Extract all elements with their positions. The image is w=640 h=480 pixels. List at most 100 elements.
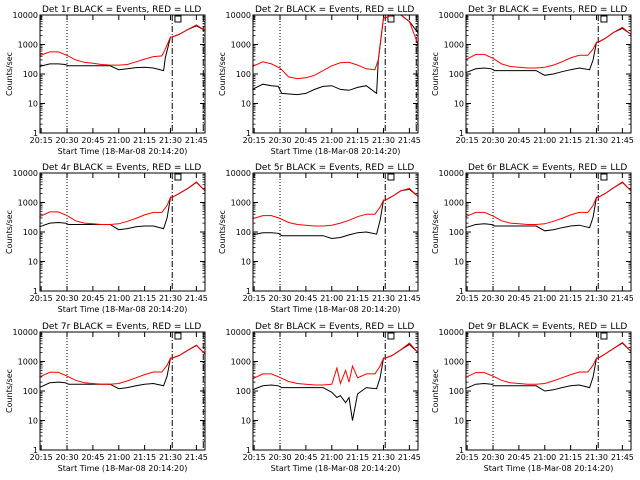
x-tick-label: 21:00 — [320, 136, 343, 145]
chart-panel: Det 3r BLACK = Events, RED = LLD Counts/s… — [431, 5, 634, 145]
y-tick-label: 1000 — [18, 199, 38, 208]
x-tick-label: 21:00 — [107, 294, 130, 303]
y-tick-label: 10000 — [439, 169, 464, 178]
x-tick-label: 20:30 — [55, 136, 78, 145]
y-tick-label: 1 — [246, 287, 251, 296]
y-tick-label: 100 — [449, 387, 464, 396]
event-marker-glyph — [600, 15, 608, 23]
x-tick-label: 20:45 — [294, 453, 317, 462]
plot-frame — [465, 14, 632, 134]
y-tick-label: 10 — [28, 417, 38, 426]
x-tick-label: 21:45 — [611, 294, 634, 303]
event-marker-glyph — [174, 173, 182, 181]
x-tick-label: 21:15 — [559, 136, 582, 145]
x-tick-label: 21:15 — [559, 453, 582, 462]
y-tick-label: 1 — [33, 446, 38, 455]
plot-frame — [39, 14, 206, 134]
x-tick-label: 20:30 — [481, 136, 504, 145]
x-axis-label: Start Time (18-Mar-08 20:14:20) — [58, 464, 188, 473]
events-series-line — [465, 181, 632, 232]
y-axis-label: Counts/sec — [218, 52, 227, 96]
y-tick-label: 10 — [241, 258, 251, 267]
x-tick-label: 21:15 — [133, 294, 156, 303]
y-tick-label: 1000 — [231, 358, 251, 367]
y-tick-label: 100 — [449, 228, 464, 237]
x-tick-label: 21:30 — [585, 136, 608, 145]
y-tick-label: 100 — [236, 387, 251, 396]
lld-series-line — [252, 14, 419, 80]
y-tick-label: 1000 — [18, 41, 38, 50]
events-series-line — [465, 27, 632, 76]
x-tick-label: 21:30 — [372, 294, 395, 303]
x-tick-label: 20:45 — [294, 294, 317, 303]
chart-title: Det 9r BLACK = Events, RED = LLD — [468, 322, 627, 332]
chart-panel: Det 4r BLACK = Events, RED = LLD Counts/s… — [5, 163, 208, 314]
chart-panel: Det 8r BLACK = Events, RED = LLD Start Ti… — [226, 322, 421, 473]
chart-title: Det 2r BLACK = Events, RED = LLD — [255, 5, 414, 15]
y-axis-label: Counts/sec — [431, 369, 440, 413]
x-axis-label: Start Time (18-Mar-08 20:14:20) — [58, 147, 188, 156]
chart-panel: Det 5r BLACK = Events, RED = LLD Counts/s… — [218, 163, 421, 314]
plot-frame — [465, 331, 632, 451]
x-tick-label: 21:45 — [185, 136, 208, 145]
y-tick-label: 10000 — [13, 11, 38, 20]
y-axis-label: Counts/sec — [431, 210, 440, 254]
y-axis-label: Counts/sec — [431, 52, 440, 96]
x-axis-label: Start Time (18-Mar-08 20:14:20) — [58, 305, 188, 314]
plot-frame — [39, 172, 206, 292]
x-tick-label: 21:45 — [611, 453, 634, 462]
x-axis-label: Start Time (18-Mar-08 20:14:20) — [271, 147, 401, 156]
chart-title: Det 8r BLACK = Events, RED = LLD — [255, 322, 414, 332]
y-tick-label: 1 — [459, 129, 464, 138]
events-series-line — [252, 14, 419, 96]
event-marker-glyph — [174, 332, 182, 340]
x-tick-label: 20:15 — [30, 453, 53, 462]
x-tick-label: 21:15 — [346, 453, 369, 462]
y-tick-label: 10000 — [226, 169, 251, 178]
plot-frame — [39, 331, 206, 451]
x-tick-label: 21:00 — [533, 453, 556, 462]
y-tick-label: 1 — [33, 287, 38, 296]
y-tick-label: 1 — [246, 129, 251, 138]
x-tick-label: 21:30 — [372, 136, 395, 145]
x-tick-label: 21:00 — [320, 294, 343, 303]
x-tick-label: 20:45 — [81, 294, 104, 303]
y-tick-label: 10 — [454, 417, 464, 426]
x-tick-label: 21:45 — [185, 453, 208, 462]
y-tick-label: 10 — [241, 100, 251, 109]
x-tick-label: 21:00 — [533, 294, 556, 303]
chart-title: Det 5r BLACK = Events, RED = LLD — [255, 163, 414, 173]
x-tick-label: 20:15 — [243, 294, 266, 303]
plot-frame — [252, 331, 419, 451]
x-tick-label: 20:45 — [294, 136, 317, 145]
x-tick-label: 21:15 — [133, 136, 156, 145]
y-tick-label: 100 — [236, 228, 251, 237]
x-tick-label: 21:00 — [107, 453, 130, 462]
y-axis-label: Counts/sec — [218, 210, 227, 254]
x-tick-label: 20:15 — [456, 136, 479, 145]
y-tick-label: 1000 — [444, 199, 464, 208]
x-tick-label: 20:15 — [30, 136, 53, 145]
x-tick-label: 21:30 — [372, 453, 395, 462]
plot-frame — [252, 14, 419, 134]
x-tick-label: 21:30 — [585, 294, 608, 303]
x-tick-label: 21:30 — [159, 453, 182, 462]
event-marker-glyph — [387, 173, 395, 181]
chart-panel: Det 1r BLACK = Events, RED = LLD Counts/s… — [5, 5, 208, 156]
y-tick-label: 100 — [23, 387, 38, 396]
x-tick-label: 21:45 — [611, 136, 634, 145]
x-tick-label: 21:00 — [533, 136, 556, 145]
y-tick-label: 1000 — [231, 41, 251, 50]
y-tick-label: 1 — [33, 129, 38, 138]
lld-series-line — [39, 344, 206, 385]
y-tick-label: 10 — [28, 100, 38, 109]
chart-panel: Det 9r BLACK = Events, RED = LLD Counts/s… — [431, 322, 634, 473]
y-tick-label: 10 — [28, 258, 38, 267]
y-tick-label: 10 — [454, 100, 464, 109]
y-tick-label: 100 — [23, 228, 38, 237]
y-tick-label: 10000 — [13, 169, 38, 178]
y-tick-label: 1000 — [444, 41, 464, 50]
chart-panel: Det 7r BLACK = Events, RED = LLD Counts/s… — [5, 322, 208, 473]
x-tick-label: 21:15 — [559, 294, 582, 303]
y-tick-label: 10000 — [226, 328, 251, 337]
